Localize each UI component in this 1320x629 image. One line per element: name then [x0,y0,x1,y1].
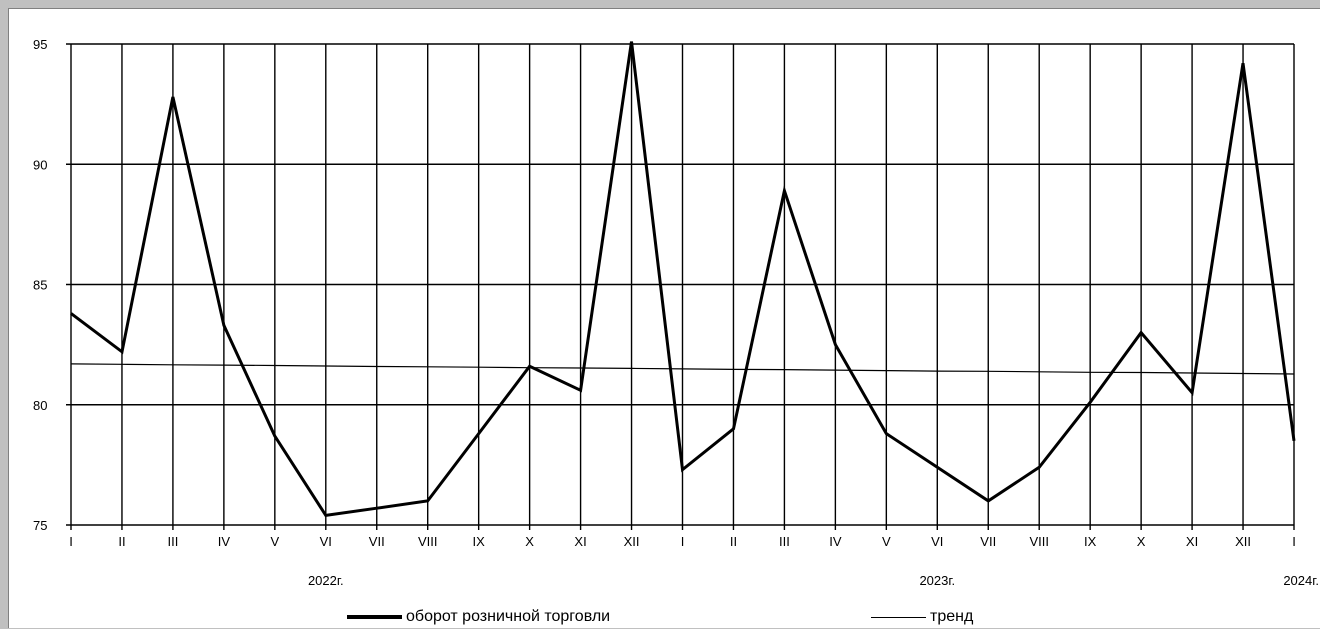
x-tick-label: VIII [418,534,438,549]
x-tick-label: V [270,534,279,549]
x-tick-label: III [779,534,790,549]
legend-label-trend: тренд [930,608,974,625]
chart-frame: 75 80 85 90 95 I II III IV V VI VII VIII IX X XI XII I II… [8,8,1320,628]
year-labels: 2022г. 2023г. 2024г. [308,573,1319,588]
x-tick-label: VIII [1029,534,1049,549]
y-tick-label: 75 [33,518,47,533]
y-tick-label: 80 [33,398,47,413]
series-line-trend [70,363,1295,375]
x-tick-label: VII [980,534,996,549]
y-tick-label: 85 [33,278,47,293]
horizontal-gridlines [66,43,1294,526]
x-tick-labels: I II III IV V VI VII VIII IX X XI XII I II III IV V VI VII… [69,534,1296,549]
axes [70,44,1295,530]
legend-item-turnover: оборот розничной торговли [347,605,610,629]
x-tick-label: IV [218,534,231,549]
x-tick-label: IV [829,534,842,549]
x-tick-label: I [69,534,73,549]
x-tick-label: II [118,534,125,549]
x-tick-label: III [167,534,178,549]
x-tick-label: X [525,534,534,549]
legend: оборот розничной торговли тренд [9,605,1320,629]
y-tick-labels: 75 80 85 90 95 [33,37,47,533]
x-tick-label: XI [574,534,586,549]
legend-label-turnover: оборот розничной торговли [406,608,611,625]
legend-swatch-thick-line [347,615,402,619]
x-tick-label: II [730,534,737,549]
x-tick-label: X [1137,534,1146,549]
x-tick-label: VI [931,534,943,549]
year-label: 2022г. [308,573,344,588]
x-tick-label: XII [624,534,640,549]
year-label: 2024г. [1283,573,1319,588]
x-tick-label: VI [320,534,332,549]
year-label: 2023г. [919,573,955,588]
x-tick-label: IX [1084,534,1097,549]
x-tick-label: XI [1186,534,1198,549]
x-tick-label: VII [369,534,385,549]
y-tick-label: 90 [33,157,47,172]
series-line-turnover [70,41,1296,518]
x-tick-label: IX [473,534,486,549]
x-tick-label: I [1292,534,1296,549]
x-tick-label: V [882,534,891,549]
series-lines [70,41,1296,518]
x-tick-label: I [681,534,685,549]
x-tick-label: XII [1235,534,1251,549]
legend-item-trend: тренд [871,605,973,629]
y-tick-label: 95 [33,37,47,52]
legend-swatch-thin-line [871,616,926,618]
